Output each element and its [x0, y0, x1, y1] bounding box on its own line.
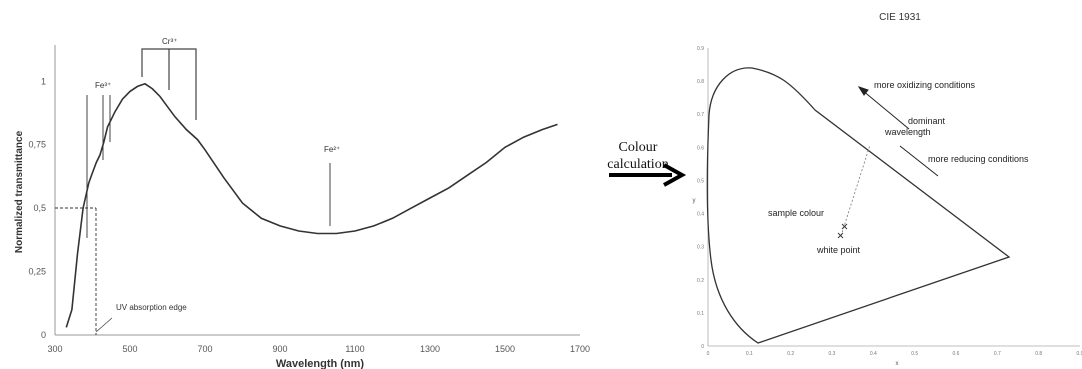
- cie-y-tick-label: 0: [701, 344, 704, 350]
- y-tick-label: 0,5: [33, 203, 46, 213]
- dominant-wavelength-line: [840, 144, 871, 237]
- x-tick-label: 1100: [345, 344, 364, 354]
- cr3-label: Cr³⁺: [162, 37, 177, 46]
- cie-x-tick-label: 0.1: [746, 351, 753, 357]
- uv-edge-leader: [95, 317, 113, 333]
- arrow-head: [663, 163, 687, 187]
- cie-y-axis-title: y: [693, 198, 696, 204]
- cie-x-tick-group: 0 0.1 0.2 0.3 0.4 0.5 0.6 0.7 0.8 0.9: [707, 351, 1082, 357]
- white-point-label: white point: [816, 245, 861, 255]
- arrow-label-line1: Colour: [619, 140, 658, 155]
- y-tick-label: 0,75: [28, 140, 46, 150]
- cie-y-tick-label: 0.7: [697, 112, 704, 118]
- cie-x-tick-label: 0.9: [1077, 351, 1082, 357]
- cie-x-tick-label: 0.4: [870, 351, 877, 357]
- x-tick-group: 300 500 700 900 1100 1300 1500 1700: [47, 344, 590, 354]
- cie-y-tick-label: 0.6: [697, 145, 704, 151]
- fe3-label: Fe³⁺: [95, 81, 111, 90]
- x-tick-label: 700: [197, 344, 212, 354]
- x-tick-label: 900: [272, 344, 287, 354]
- cie-x-tick-label: 0.7: [994, 351, 1001, 357]
- white-point-marker: [837, 232, 844, 239]
- cie-y-tick-label: 0.3: [697, 245, 704, 251]
- cie-x-tick-label: 0.8: [1035, 351, 1042, 357]
- y-tick-group: 0 0,25 0,5 0,75 1: [28, 76, 46, 340]
- cie-x-tick-label: 0: [707, 351, 710, 357]
- cie-title: CIE 1931: [879, 12, 921, 23]
- cie-y-tick-label: 0.5: [697, 178, 704, 184]
- cie-y-tick-label: 0.8: [697, 79, 704, 85]
- transmittance-curve: [65, 82, 558, 328]
- cie-1931-diagram: CIE 1931 00.10.20.30.40.50.60.70.80.9 00…: [693, 12, 1082, 367]
- arrow-label-line2: calculation: [607, 157, 668, 172]
- x-tick-label: 300: [47, 344, 62, 354]
- cie-x-tick-label: 0.5: [911, 351, 918, 357]
- cie-y-tick-label: 0.4: [697, 212, 704, 218]
- x-tick-label: 500: [122, 344, 137, 354]
- cie-x-tick-label: 0.2: [787, 351, 794, 357]
- x-tick-label: 1500: [495, 344, 515, 354]
- y-tick-label: 0,25: [28, 267, 46, 277]
- x-tick-label: 1300: [420, 344, 440, 354]
- fe2-label: Fe²⁺: [324, 145, 340, 154]
- x-tick-label: 1700: [570, 344, 590, 354]
- cie-y-tick-label: 0.1: [697, 311, 704, 317]
- oxidizing-label: more oxidizing conditions: [874, 80, 976, 90]
- cie-y-tick-group: 0 0.1 0.2 0.3 0.4 0.5 0.6 0.7 0.8 0.9: [697, 46, 704, 350]
- spectral-locus: [706, 67, 1011, 344]
- x-axis-title: Wavelength (nm): [276, 358, 365, 369]
- cr3-bracket: [141, 48, 197, 120]
- dominant-wavelength-label-2: wavelength: [884, 127, 931, 137]
- oxidizing-arrow-line: [861, 89, 910, 130]
- y-tick-label: 0: [41, 330, 46, 340]
- reducing-arrow-line: [899, 145, 939, 177]
- transmittance-chart: 0 0,25 0,5 0,75 1 300 500 700 900 1100 1300 1500 17…: [14, 37, 590, 369]
- sample-colour-marker: [841, 223, 848, 230]
- y-tick-label: 1: [41, 76, 46, 86]
- cie-x-tick-label: 0.6: [953, 351, 960, 357]
- reducing-label: more reducing conditions: [928, 154, 1029, 164]
- dominant-wavelength-label-1: dominant: [908, 116, 946, 126]
- y-axis-title: Normalized transmittance: [14, 130, 25, 253]
- cie-y-tick-label: 0.9: [697, 46, 704, 52]
- oxidizing-arrow-head: [857, 86, 869, 96]
- sample-colour-label: sample colour: [768, 208, 824, 218]
- colour-calculation-arrow: Colour calculation: [607, 140, 687, 187]
- uv-edge-label: UV absorption edge: [116, 303, 187, 312]
- cie-x-tick-label: 0.3: [829, 351, 836, 357]
- cie-x-axis-title: x: [896, 361, 899, 367]
- cie-y-tick-label: 0.2: [697, 278, 704, 284]
